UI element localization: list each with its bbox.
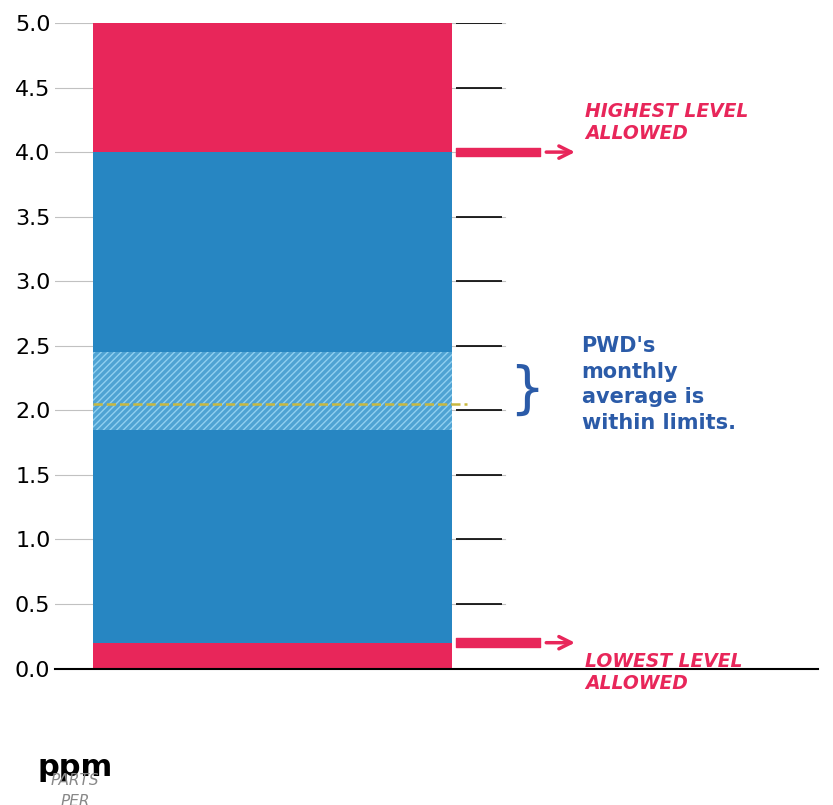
Text: HIGHEST LEVEL
ALLOWED: HIGHEST LEVEL ALLOWED: [586, 102, 749, 143]
Bar: [93, 353, 452, 430]
Bar: [93, 23, 452, 152]
Bar: [93, 642, 452, 668]
Text: PWD's
monthly
average is
within limits.: PWD's monthly average is within limits.: [581, 336, 736, 433]
Text: PARTS
PER
MILLION: PARTS PER MILLION: [43, 773, 107, 805]
Text: LOWEST LEVEL
ALLOWED: LOWEST LEVEL ALLOWED: [586, 652, 743, 693]
Text: ppm: ppm: [37, 753, 112, 782]
Bar: [93, 353, 452, 430]
Text: }: }: [509, 364, 545, 418]
Bar: [93, 152, 452, 642]
